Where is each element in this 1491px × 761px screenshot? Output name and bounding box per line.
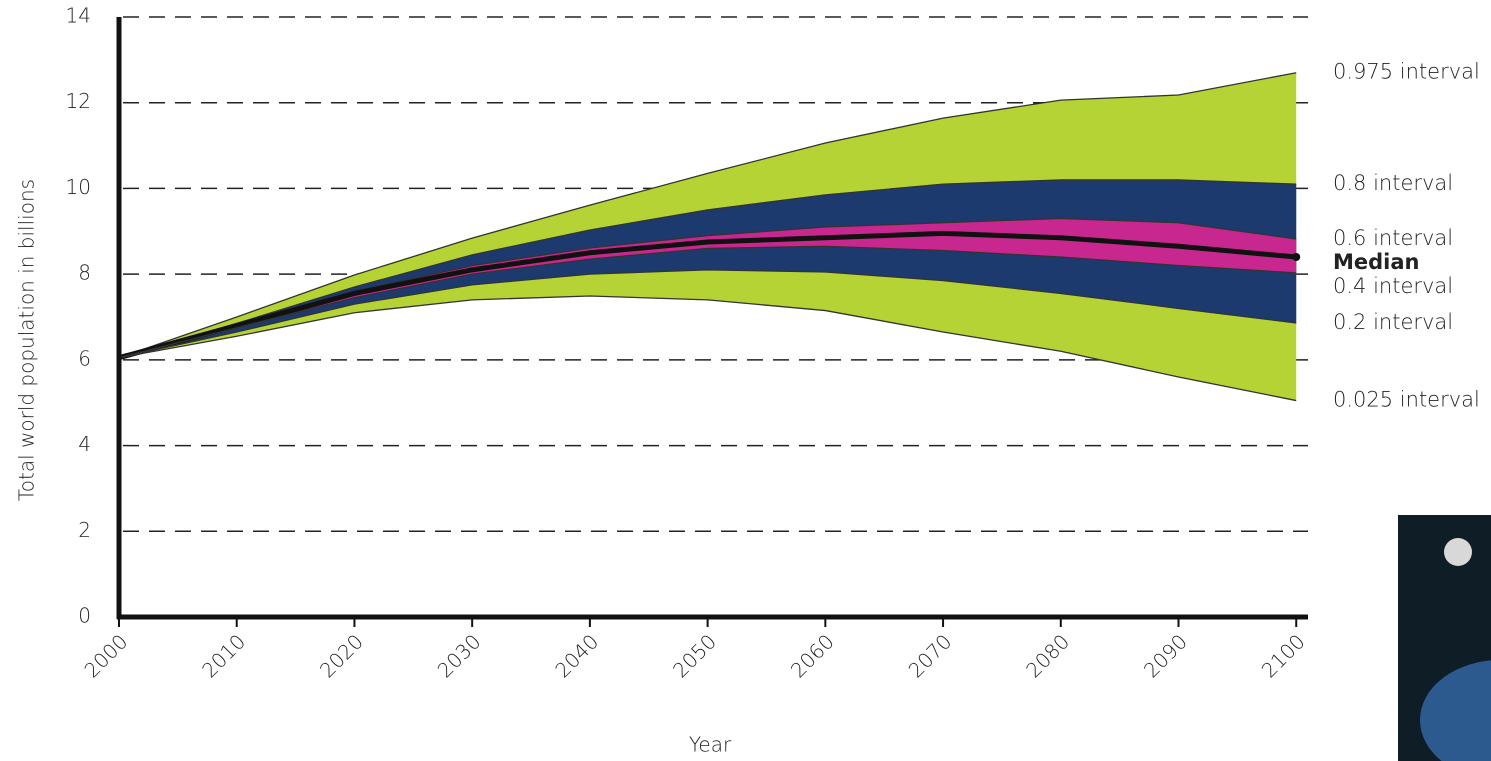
x-tick-label: 2080	[1021, 629, 1074, 682]
x-tick-label: 2010	[197, 629, 250, 682]
y-axis-title: Total world population in billions	[15, 179, 39, 501]
chart: Total world population in billions Year …	[0, 0, 1491, 761]
x-tick-label: 2040	[550, 629, 603, 682]
legend-label: 0.6 interval	[1333, 226, 1453, 250]
median-end-dot	[1292, 253, 1300, 261]
x-tick-label: 2100	[1257, 629, 1310, 682]
book-cover	[1398, 515, 1491, 761]
x-tick-label: 2090	[1139, 629, 1192, 682]
legend-label: Median	[1333, 250, 1420, 274]
legend-label: 0.2 interval	[1333, 310, 1453, 334]
x-tick-label: 2000	[79, 629, 132, 682]
x-tick-label: 2060	[786, 629, 839, 682]
y-tick-label: 14	[66, 4, 91, 28]
y-tick-label: 6	[78, 346, 91, 370]
legend-label: 0.4 interval	[1333, 274, 1453, 298]
y-tick-label: 12	[66, 89, 91, 113]
y-tick-label: 4	[78, 432, 91, 456]
x-axis-title: Year	[689, 733, 732, 757]
x-tick-label: 2050	[668, 629, 721, 682]
y-tick-label: 8	[78, 261, 91, 285]
x-tick-label: 2020	[315, 629, 368, 682]
legend-label: 0.975 interval	[1333, 60, 1480, 84]
y-tick-label: 0	[78, 604, 91, 628]
y-tick-label: 2	[78, 518, 91, 542]
legend-label: 0.8 interval	[1333, 171, 1453, 195]
legend-label: 0.025 interval	[1333, 388, 1480, 412]
y-tick-label: 10	[66, 175, 91, 199]
x-tick-label: 2070	[904, 629, 957, 682]
cover-crest	[1444, 538, 1472, 566]
x-tick-label: 2030	[433, 629, 486, 682]
